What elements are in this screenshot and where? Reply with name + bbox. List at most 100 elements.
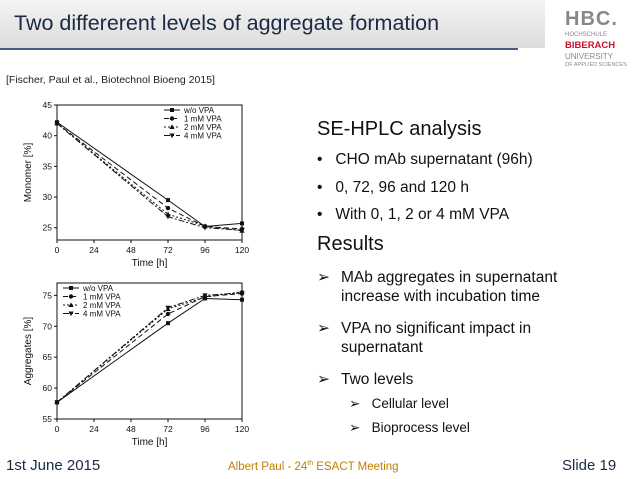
title-underline bbox=[0, 48, 518, 50]
series-line bbox=[56, 293, 243, 403]
x-tick-label: 48 bbox=[126, 245, 136, 255]
arrow-symbol: ➢ bbox=[317, 269, 330, 286]
level-item: ➢ Cellular level bbox=[349, 396, 449, 412]
data-point bbox=[69, 286, 73, 290]
data-point bbox=[54, 400, 60, 405]
data-point bbox=[166, 321, 170, 326]
level-item: ➢ Bioprocess level bbox=[349, 420, 470, 436]
x-tick-label: 24 bbox=[89, 424, 99, 434]
footer-presenter: Albert Paul - 24th ESACT Meeting bbox=[228, 460, 399, 473]
data-point bbox=[240, 221, 244, 226]
legend-label: 4 mM VPA bbox=[83, 310, 121, 319]
arrow-symbol: ➢ bbox=[317, 320, 330, 337]
arrow-symbol: ➢ bbox=[349, 396, 361, 411]
x-tick-label: 0 bbox=[55, 245, 60, 255]
bullet-item: • 0, 72, 96 and 120 h bbox=[317, 179, 469, 197]
result-item: ➢ MAb aggregates in supernatant increase… bbox=[317, 268, 587, 306]
data-point bbox=[169, 133, 175, 139]
y-tick-label: 75 bbox=[43, 290, 53, 300]
result-item: ➢ VPA no significant impact in supernata… bbox=[317, 319, 587, 357]
y-tick-label: 65 bbox=[43, 352, 53, 362]
data-point bbox=[239, 228, 245, 233]
x-tick-label: 72 bbox=[163, 424, 173, 434]
y-tick-label: 40 bbox=[43, 131, 53, 141]
bullet-symbol: • bbox=[317, 151, 323, 168]
y-tick-label: 35 bbox=[43, 161, 53, 171]
y-tick-label: 60 bbox=[43, 383, 53, 393]
result-text: Two levels bbox=[341, 371, 414, 388]
x-tick-label: 96 bbox=[200, 424, 210, 434]
footer-presenter-sup: th bbox=[307, 460, 314, 467]
data-point bbox=[169, 124, 175, 129]
legend-label: 4 mM VPA bbox=[184, 132, 222, 141]
result-item: ➢ Two levels bbox=[317, 370, 587, 389]
y-tick-label: 55 bbox=[43, 414, 53, 424]
result-text: VPA no significant impact in supernatant bbox=[341, 320, 532, 356]
data-point bbox=[68, 294, 74, 299]
bullet-text: With 0, 1, 2 or 4 mM VPA bbox=[335, 206, 510, 223]
data-point bbox=[240, 297, 244, 302]
series-line bbox=[56, 123, 243, 230]
bullet-item: • CHO mAb supernatant (96h) bbox=[317, 151, 533, 169]
series-line bbox=[56, 123, 243, 231]
data-point bbox=[166, 198, 170, 203]
legend-label: 2 mM VPA bbox=[184, 123, 222, 132]
x-axis-label: Time [h] bbox=[132, 258, 168, 269]
y-tick-label: 25 bbox=[43, 223, 53, 233]
data-point bbox=[170, 108, 174, 112]
bullet-symbol: • bbox=[317, 206, 323, 223]
logo-abbrev: HBC. bbox=[565, 8, 618, 30]
data-point bbox=[202, 225, 208, 231]
legend-label: 1 mM VPA bbox=[83, 293, 121, 302]
x-axis-label: Time [h] bbox=[132, 437, 168, 448]
y-axis-label: Monomer [%] bbox=[23, 143, 34, 203]
result-text: MAb aggregates in supernatant increase w… bbox=[341, 269, 558, 305]
footer-date: 1st June 2015 bbox=[6, 457, 101, 474]
y-tick-label: 45 bbox=[43, 100, 53, 110]
footer-presenter-suffix: ESACT Meeting bbox=[313, 460, 399, 473]
logo-line1: HOCHSCHULE bbox=[565, 32, 608, 38]
data-point bbox=[68, 311, 74, 317]
slide-title: Two differerent levels of aggregate form… bbox=[14, 11, 440, 35]
heading-results: Results bbox=[317, 233, 384, 255]
arrow-symbol: ➢ bbox=[349, 420, 361, 435]
level-text: Bioprocess level bbox=[371, 420, 470, 435]
x-tick-label: 120 bbox=[235, 245, 249, 255]
data-point bbox=[54, 121, 60, 127]
footer-presenter-prefix: Albert Paul - 24 bbox=[228, 460, 308, 473]
data-point bbox=[165, 311, 171, 317]
legend-label: 1 mM VPA bbox=[184, 115, 222, 124]
data-point bbox=[68, 302, 74, 307]
heading-sehplc: SE-HPLC analysis bbox=[317, 118, 482, 140]
bullet-symbol: • bbox=[317, 179, 323, 196]
legend-label: w/o VPA bbox=[183, 106, 215, 115]
logo-line4: OF APPLIED SCIENCES bbox=[565, 62, 627, 68]
level-text: Cellular level bbox=[371, 396, 449, 411]
series-line bbox=[56, 121, 243, 228]
data-point bbox=[165, 205, 171, 211]
x-tick-label: 120 bbox=[235, 424, 249, 434]
plot-frame bbox=[56, 282, 243, 420]
monomer-chart: 0 24 48 72 96 120 25 30 35 40 45 Time [h] Monomer [%… bbox=[23, 100, 249, 269]
data-point bbox=[165, 305, 171, 311]
x-tick-label: 48 bbox=[126, 424, 136, 434]
plot-frame bbox=[56, 104, 243, 241]
bullet-text: 0, 72, 96 and 120 h bbox=[335, 179, 469, 196]
x-tick-label: 72 bbox=[163, 245, 173, 255]
university-logo: HBC. HOCHSCHULE BIBERACH UNIVERSITY OF A… bbox=[557, 8, 635, 80]
aggregates-chart: 0 24 48 72 96 120 55 60 65 70 75 Time [h] Aggregates… bbox=[23, 282, 249, 448]
footer-slide-number: Slide 19 bbox=[562, 457, 617, 474]
legend-label: w/o VPA bbox=[82, 284, 114, 293]
data-point bbox=[239, 290, 245, 296]
data-point bbox=[169, 116, 175, 121]
legend-label: 2 mM VPA bbox=[83, 301, 121, 310]
title-bar bbox=[0, 0, 545, 48]
series-line bbox=[56, 297, 243, 403]
logo-line2: BIBERACH bbox=[565, 40, 616, 51]
data-point bbox=[202, 293, 208, 298]
citation: [Fischer, Paul et al., Biotechnol Bioeng… bbox=[6, 74, 215, 86]
x-tick-label: 0 bbox=[55, 424, 60, 434]
x-tick-label: 24 bbox=[89, 245, 99, 255]
data-point bbox=[165, 214, 171, 220]
bullet-item: • With 0, 1, 2 or 4 mM VPA bbox=[317, 206, 509, 224]
